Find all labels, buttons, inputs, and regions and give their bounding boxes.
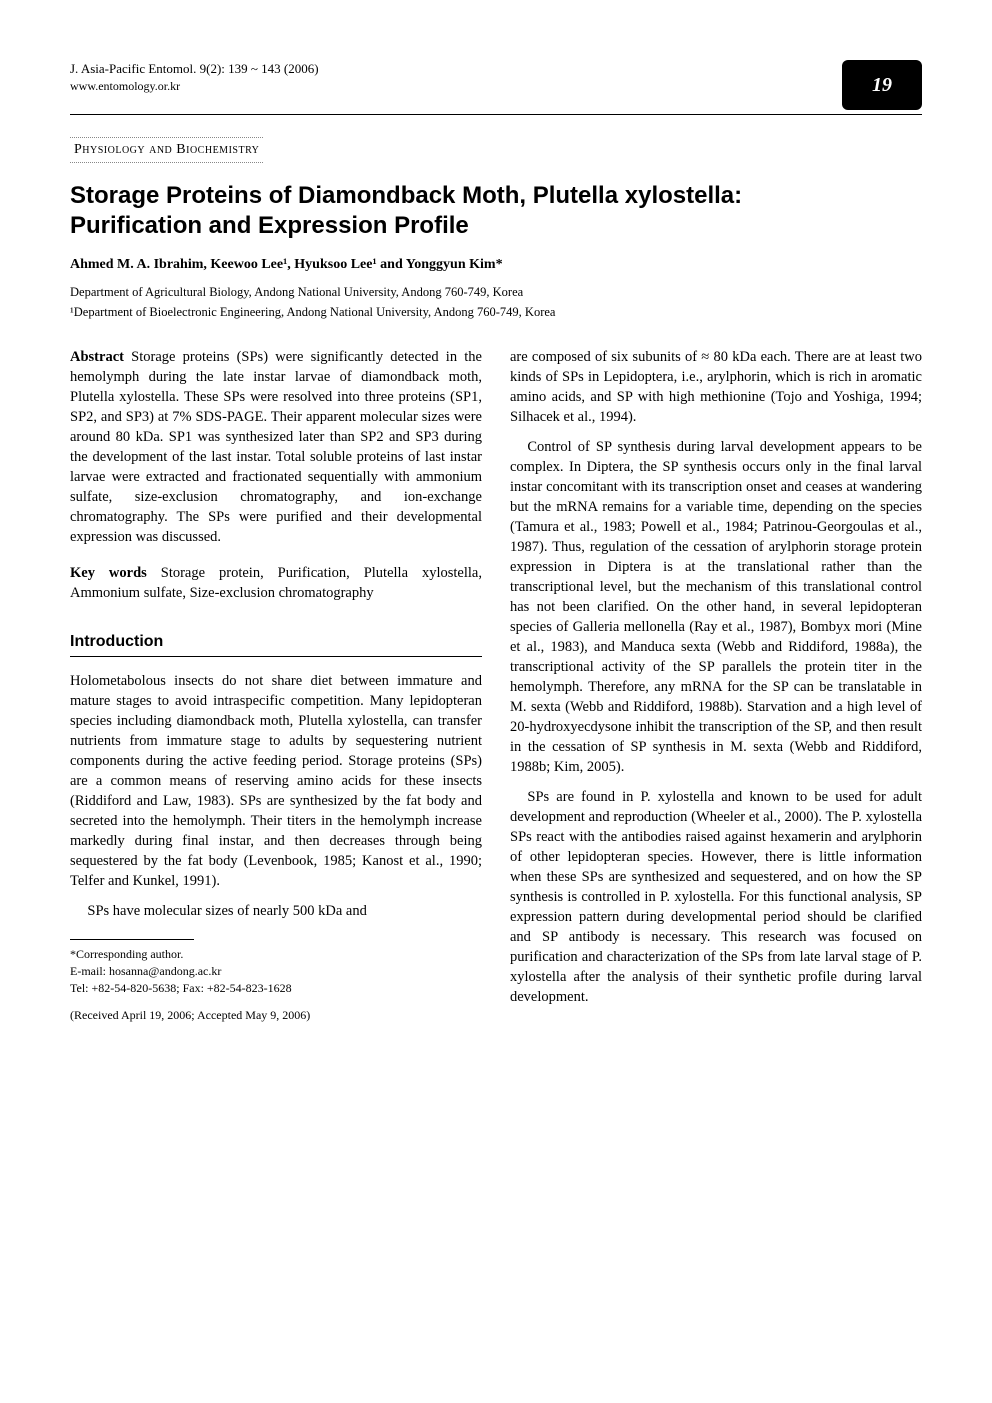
footnote-phone: Tel: +82-54-820-5638; Fax: +82-54-823-16…: [70, 980, 482, 997]
article-title: Storage Proteins of Diamondback Moth, Pl…: [70, 181, 922, 241]
footnote-corresponding: *Corresponding author.: [70, 946, 482, 963]
section-label: Physiology and Biochemistry: [70, 137, 263, 163]
introduction-heading: Introduction: [70, 631, 482, 657]
journal-citation: J. Asia-Pacific Entomol. 9(2): 139 ~ 143…: [70, 60, 319, 78]
intro-para-1: Holometabolous insects do not share diet…: [70, 671, 482, 891]
footnote-dates: (Received April 19, 2006; Accepted May 9…: [70, 1007, 482, 1024]
title-line-1: Storage Proteins of Diamondback Moth, Pl…: [70, 182, 742, 209]
affiliation-2: ¹Department of Bioelectronic Engineering…: [70, 304, 922, 322]
right-para-3: SPs are found in P. xylostella and known…: [510, 787, 922, 1007]
journal-info-block: J. Asia-Pacific Entomol. 9(2): 139 ~ 143…: [70, 60, 319, 95]
logo-text: 19: [872, 71, 892, 99]
abstract-block: Abstract Storage proteins (SPs) were sig…: [70, 347, 482, 547]
footnote-email: E-mail: hosanna@andong.ac.kr: [70, 963, 482, 980]
left-column: Abstract Storage proteins (SPs) were sig…: [70, 347, 482, 1023]
right-para-2: Control of SP synthesis during larval de…: [510, 437, 922, 777]
authors: Ahmed M. A. Ibrahim, Keewoo Lee¹, Hyukso…: [70, 255, 922, 275]
title-line-2: Purification and Expression Profile: [70, 212, 469, 239]
right-column: are composed of six subunits of ≈ 80 kDa…: [510, 347, 922, 1023]
journal-logo: 19: [842, 60, 922, 110]
right-para-1: are composed of six subunits of ≈ 80 kDa…: [510, 347, 922, 427]
intro-para-2: SPs have molecular sizes of nearly 500 k…: [70, 901, 482, 921]
abstract-label: Abstract: [70, 349, 124, 365]
keywords-block: Key words Storage protein, Purification,…: [70, 563, 482, 603]
abstract-text: Storage proteins (SPs) were significantl…: [70, 349, 482, 545]
journal-url: www.entomology.or.kr: [70, 78, 319, 95]
keywords-label: Key words: [70, 565, 147, 581]
two-column-body: Abstract Storage proteins (SPs) were sig…: [70, 347, 922, 1023]
footnote-separator: [70, 939, 194, 940]
journal-header: J. Asia-Pacific Entomol. 9(2): 139 ~ 143…: [70, 60, 922, 115]
affiliation-1: Department of Agricultural Biology, Ando…: [70, 284, 922, 302]
